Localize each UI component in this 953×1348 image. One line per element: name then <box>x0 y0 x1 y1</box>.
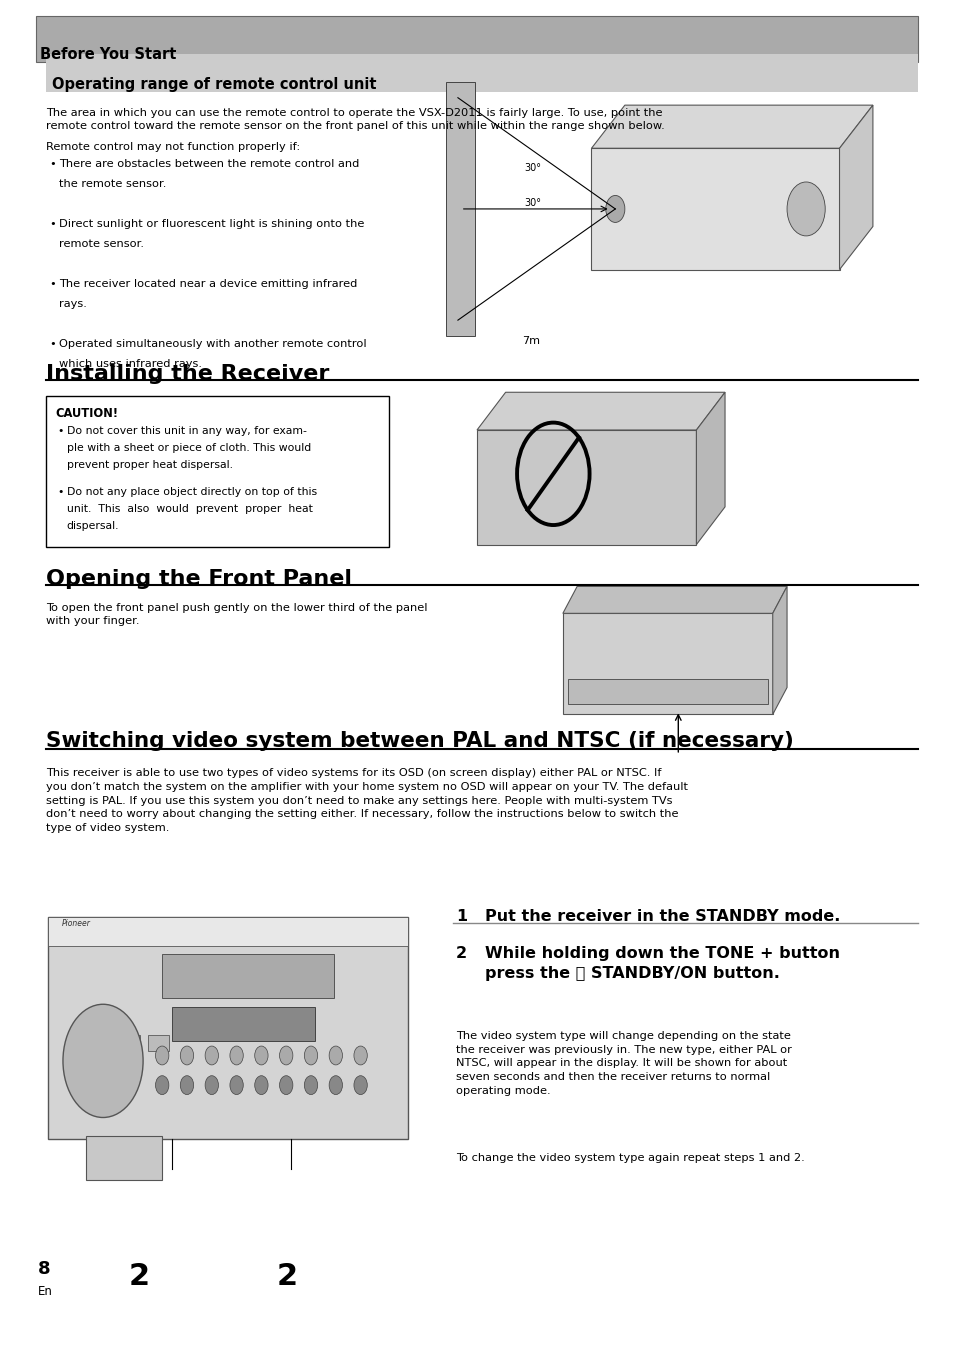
Text: dispersal.: dispersal. <box>67 522 119 531</box>
Text: Do not cover this unit in any way, for exam-: Do not cover this unit in any way, for e… <box>67 426 306 435</box>
Text: En: En <box>38 1285 53 1298</box>
Bar <box>562 613 772 714</box>
Circle shape <box>180 1046 193 1065</box>
Bar <box>591 148 839 270</box>
Text: CAUTION!: CAUTION! <box>55 407 118 421</box>
Text: 2: 2 <box>129 1262 150 1291</box>
Text: unit.  This  also  would  prevent  proper  heat: unit. This also would prevent proper hea… <box>67 504 313 514</box>
Text: The video system type will change depending on the state
the receiver was previo: The video system type will change depend… <box>456 1031 791 1096</box>
Circle shape <box>155 1076 169 1095</box>
Circle shape <box>279 1046 293 1065</box>
Bar <box>567 679 767 704</box>
Text: Put the receiver in the STANDBY mode.: Put the receiver in the STANDBY mode. <box>484 909 840 923</box>
Text: Remote control may not function properly if:: Remote control may not function properly… <box>46 142 300 151</box>
Text: 1: 1 <box>456 909 467 923</box>
Text: The area in which you can use the remote control to operate the VSX-D2011 is fai: The area in which you can use the remote… <box>46 108 664 132</box>
Text: Switching video system between PAL and NTSC (if necessary): Switching video system between PAL and N… <box>46 731 793 751</box>
Circle shape <box>304 1076 317 1095</box>
Text: 2: 2 <box>456 946 467 961</box>
Text: There are obstacles between the remote control and: There are obstacles between the remote c… <box>59 159 359 168</box>
Text: ple with a sheet or piece of cloth. This would: ple with a sheet or piece of cloth. This… <box>67 442 311 453</box>
Text: •: • <box>57 488 64 497</box>
Circle shape <box>180 1076 193 1095</box>
Polygon shape <box>591 105 872 148</box>
Circle shape <box>329 1046 342 1065</box>
Circle shape <box>279 1076 293 1095</box>
Text: •: • <box>50 218 56 229</box>
Bar <box>162 954 334 998</box>
Text: While holding down the TONE + button
press the ⏻ STANDBY/ON button.: While holding down the TONE + button pre… <box>484 946 839 981</box>
Text: 7m: 7m <box>521 337 539 346</box>
Text: This receiver is able to use two types of video systems for its OSD (on screen d: This receiver is able to use two types o… <box>46 768 687 833</box>
Polygon shape <box>772 586 786 714</box>
Text: •: • <box>50 338 56 349</box>
Text: Do not any place object directly on top of this: Do not any place object directly on top … <box>67 488 316 497</box>
Bar <box>48 917 408 1139</box>
Text: Pioneer: Pioneer <box>62 919 91 927</box>
Bar <box>46 54 917 92</box>
Circle shape <box>254 1076 268 1095</box>
Bar <box>172 1007 314 1041</box>
Text: Operated simultaneously with another remote control: Operated simultaneously with another rem… <box>59 338 366 349</box>
Text: To change the video system type again repeat steps 1 and 2.: To change the video system type again re… <box>456 1153 804 1162</box>
Text: remote sensor.: remote sensor. <box>59 239 144 248</box>
Circle shape <box>329 1076 342 1095</box>
Text: prevent proper heat dispersal.: prevent proper heat dispersal. <box>67 460 233 469</box>
Circle shape <box>205 1046 218 1065</box>
Polygon shape <box>476 392 724 430</box>
Text: the remote sensor.: the remote sensor. <box>59 178 167 189</box>
Circle shape <box>354 1046 367 1065</box>
Text: Installing the Receiver: Installing the Receiver <box>46 364 329 384</box>
Text: rays.: rays. <box>59 298 87 309</box>
Text: The receiver located near a device emitting infrared: The receiver located near a device emitt… <box>59 279 357 288</box>
Text: 30°: 30° <box>524 198 541 208</box>
Text: •: • <box>50 279 56 288</box>
Text: Operating range of remote control unit: Operating range of remote control unit <box>52 77 376 92</box>
Polygon shape <box>839 105 872 270</box>
Circle shape <box>230 1046 243 1065</box>
Circle shape <box>605 195 624 222</box>
Circle shape <box>786 182 824 236</box>
Polygon shape <box>696 392 724 545</box>
Bar <box>46 396 389 547</box>
Text: 2: 2 <box>276 1262 297 1291</box>
Text: Direct sunlight or fluorescent light is shining onto the: Direct sunlight or fluorescent light is … <box>59 218 364 229</box>
Bar <box>91 1035 112 1051</box>
Bar <box>48 917 408 946</box>
Text: •: • <box>57 426 64 435</box>
Circle shape <box>354 1076 367 1095</box>
Circle shape <box>254 1046 268 1065</box>
Text: 30°: 30° <box>524 163 541 173</box>
Text: 8: 8 <box>38 1260 51 1278</box>
Bar <box>86 1136 162 1180</box>
Bar <box>446 81 475 336</box>
Text: Opening the Front Panel: Opening the Front Panel <box>46 569 352 589</box>
Circle shape <box>205 1076 218 1095</box>
Bar <box>476 430 696 545</box>
Text: Before You Start: Before You Start <box>40 47 176 62</box>
Text: To open the front panel push gently on the lower third of the panel
with your fi: To open the front panel push gently on t… <box>46 603 427 627</box>
Circle shape <box>63 1004 143 1117</box>
Circle shape <box>304 1046 317 1065</box>
Circle shape <box>230 1076 243 1095</box>
Circle shape <box>155 1046 169 1065</box>
Bar <box>148 1035 169 1051</box>
Bar <box>36 16 917 62</box>
Polygon shape <box>562 586 786 613</box>
Text: which uses infrared rays.: which uses infrared rays. <box>59 359 202 368</box>
Bar <box>119 1035 140 1051</box>
Text: •: • <box>50 159 56 168</box>
